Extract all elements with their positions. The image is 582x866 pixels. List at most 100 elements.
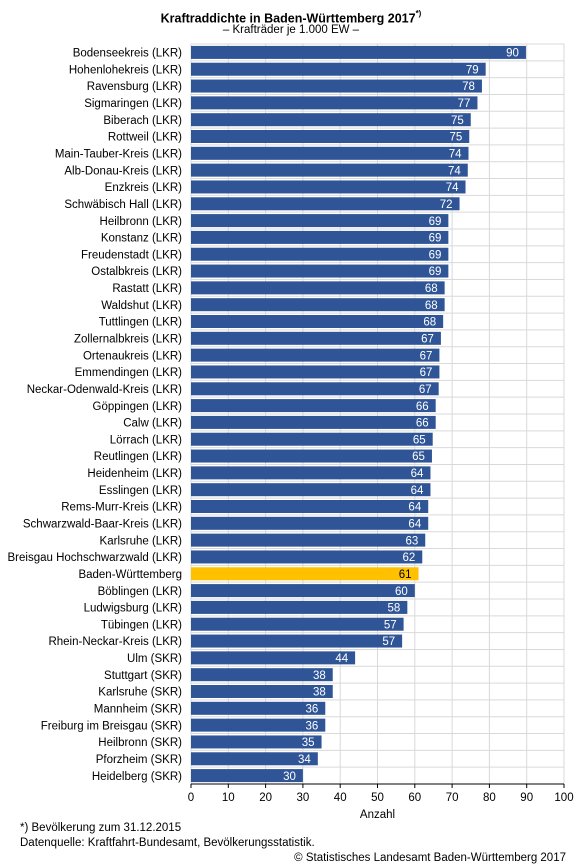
category-label: Freiburg im Breisgau (SKR)	[41, 720, 182, 732]
category-label: Karlsruhe (LKR)	[100, 535, 183, 547]
bar-value-label: 63	[405, 535, 418, 547]
bar-value-label: 35	[302, 737, 315, 749]
source-note: Datenquelle: Kraftfahrt-Bundesamt, Bevöl…	[20, 837, 315, 849]
bar	[191, 516, 429, 530]
category-label: Rottweil (LKR)	[108, 132, 182, 144]
bar-value-label: 64	[411, 485, 424, 497]
category-label: Rems-Murr-Kreis (LKR)	[61, 502, 182, 514]
category-label: Reutlingen (LKR)	[94, 451, 182, 463]
bar	[191, 567, 419, 581]
category-label: Freudenstadt (LKR)	[81, 249, 182, 261]
x-tick-label: 80	[483, 792, 496, 804]
category-label: Heidelberg (SKR)	[92, 771, 182, 783]
bar-value-label: 68	[423, 317, 436, 329]
category-label: Esslingen (LKR)	[99, 485, 182, 497]
bar-value-label: 74	[446, 182, 459, 194]
bar-value-label: 78	[462, 81, 475, 93]
bar	[191, 718, 326, 732]
bar	[191, 634, 403, 648]
category-label: Biberach (LKR)	[103, 115, 182, 127]
bar-value-label: 74	[448, 165, 461, 177]
x-tick-label: 40	[334, 792, 347, 804]
bar-value-label: 58	[388, 603, 401, 615]
category-label: Sigmaringen (LKR)	[84, 98, 182, 110]
bar	[191, 617, 404, 631]
bar	[191, 365, 440, 379]
bar	[191, 315, 444, 328]
bar	[191, 432, 433, 446]
bar	[191, 769, 303, 783]
x-tick-label: 0	[188, 792, 194, 804]
category-label: Böblingen (LKR)	[98, 586, 183, 598]
bar-value-label: 67	[419, 384, 432, 396]
bar	[191, 701, 326, 715]
bar	[191, 197, 460, 211]
chart-subtitle: – Krafträder je 1.000 EW –	[222, 24, 360, 36]
category-label: Emmendingen (LKR)	[75, 367, 183, 379]
footnote: *) Bevölkerung zum 31.12.2015	[20, 822, 182, 834]
bar-value-label: 44	[335, 653, 348, 665]
bar-value-label: 66	[416, 401, 429, 413]
category-label: Calw (LKR)	[123, 418, 182, 430]
bar	[191, 130, 470, 143]
bar-value-label: 67	[420, 350, 433, 362]
category-label: Heidenheim (LKR)	[87, 468, 182, 480]
x-tick-label: 30	[297, 792, 310, 804]
bar-value-label: 65	[413, 434, 426, 446]
bar-value-label: 38	[313, 670, 326, 682]
bar-value-label: 36	[305, 720, 318, 732]
bar	[191, 298, 445, 312]
bar	[191, 533, 426, 547]
bar-value-label: 30	[283, 771, 296, 783]
x-tick-label: 20	[259, 792, 272, 804]
category-label: Main-Tauber-Kreis (LKR)	[55, 149, 182, 161]
bar-value-label: 68	[425, 300, 438, 312]
bar	[191, 146, 469, 160]
category-label: Ravensburg (LKR)	[87, 81, 182, 93]
x-tick-label: 50	[371, 792, 384, 804]
bar-value-label: 64	[411, 468, 424, 480]
category-label: Göppingen (LKR)	[93, 401, 183, 413]
bar	[191, 348, 440, 362]
bar	[191, 214, 449, 228]
category-label: Bodenseekreis (LKR)	[73, 48, 182, 60]
category-label: Karlsruhe (SKR)	[98, 687, 182, 699]
chart-title: Kraftraddichte in Baden-Württemberg 2017…	[0, 9, 582, 27]
category-label: Ortenaukreis (LKR)	[83, 350, 182, 362]
bar	[191, 735, 322, 749]
x-tick-label: 90	[520, 792, 533, 804]
chart-title-text: Kraftraddichte in Baden-Württemberg 2017	[160, 11, 416, 26]
bar	[191, 466, 431, 480]
bar-value-label: 66	[416, 418, 429, 430]
bar-value-label: 69	[429, 233, 442, 245]
copyright-note: © Statistisches Landesamt Baden-Württemb…	[294, 852, 566, 864]
bar	[191, 113, 471, 127]
bar	[191, 584, 415, 598]
bar	[191, 163, 468, 177]
bar	[191, 382, 439, 396]
category-label: Alb-Donau-Kreis (LKR)	[64, 165, 182, 177]
category-label: Tübingen (LKR)	[101, 619, 182, 631]
bar-value-label: 74	[449, 149, 462, 161]
bar	[191, 600, 408, 614]
x-axis-title: Anzahl	[360, 809, 395, 821]
bar-value-label: 38	[313, 687, 326, 699]
x-tick-label: 10	[222, 792, 235, 804]
category-label: Ludwigsburg (LKR)	[84, 603, 183, 615]
bar-value-label: 77	[458, 98, 471, 110]
category-label: Schwäbisch Hall (LKR)	[64, 199, 182, 211]
bar	[191, 96, 478, 110]
bar-value-label: 68	[425, 283, 438, 295]
bar-value-label: 57	[384, 619, 397, 631]
bar	[191, 500, 429, 513]
x-tick-label: 100	[554, 792, 573, 804]
category-label: Stuttgart (SKR)	[104, 670, 182, 682]
category-label: Schwarzwald-Baar-Kreis (LKR)	[23, 519, 182, 531]
bar-value-label: 57	[382, 636, 395, 648]
bar-value-label: 69	[429, 266, 442, 278]
bar-value-label: 75	[451, 115, 464, 127]
bar	[191, 331, 441, 345]
bar-value-label: 64	[408, 502, 421, 514]
category-label: Ostalbkreis (LKR)	[91, 266, 182, 278]
